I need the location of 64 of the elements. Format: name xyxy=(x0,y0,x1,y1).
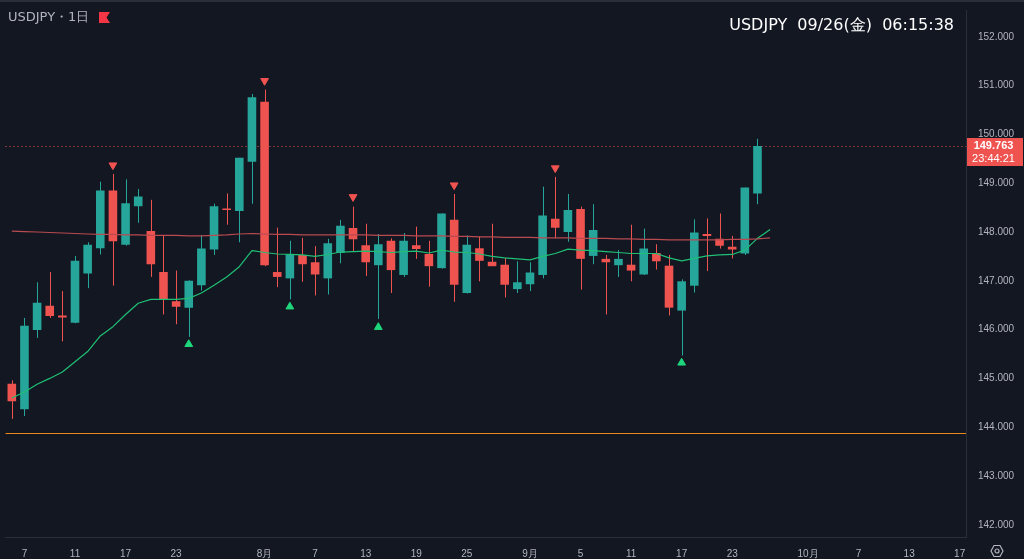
y-tick-label: 147.000 xyxy=(978,274,1015,286)
y-tick-label: 144.000 xyxy=(978,420,1015,432)
x-tick-label: 8月 xyxy=(256,547,273,559)
x-tick-label: 25 xyxy=(461,547,473,559)
candlestick xyxy=(500,257,509,298)
y-tick-label: 145.000 xyxy=(978,372,1015,384)
point xyxy=(108,162,118,171)
candlestick xyxy=(715,212,724,250)
chart-title: USDJPY・1日 xyxy=(8,8,90,26)
x-tick-label: 11 xyxy=(69,547,81,559)
candlestick xyxy=(310,245,320,296)
y-tick-label: 151.000 xyxy=(978,79,1015,91)
candlestick xyxy=(374,233,383,320)
x-tick-label: 10月 xyxy=(797,547,819,559)
point xyxy=(285,301,295,310)
candlestick xyxy=(614,249,623,278)
x-tick-label: 17 xyxy=(954,547,966,559)
candlestick xyxy=(513,260,522,294)
candlestick xyxy=(563,193,573,243)
candlestick xyxy=(171,270,181,325)
candlestick xyxy=(361,223,370,277)
candlestick xyxy=(550,176,560,239)
point xyxy=(449,182,459,191)
candlestick xyxy=(702,217,712,272)
x-tick-label: 11 xyxy=(625,547,637,559)
candlestick xyxy=(626,224,636,282)
point xyxy=(550,165,560,174)
x-tick-label: 17 xyxy=(120,547,132,559)
y-tick-label: 152.000 xyxy=(978,30,1015,42)
candlestick xyxy=(133,188,143,224)
x-tick-label: 5 xyxy=(577,547,584,559)
candlestick xyxy=(411,226,421,260)
x-tick-label: 9月 xyxy=(522,547,538,559)
x-tick-label: 7 xyxy=(312,547,319,559)
text: 23:44:21 xyxy=(972,152,1015,165)
x-tick-label: 17 xyxy=(676,547,688,559)
x-tick-label: 23 xyxy=(170,547,183,559)
candlestick xyxy=(424,240,434,288)
candlestick xyxy=(727,235,737,259)
point xyxy=(677,357,687,366)
candlestick xyxy=(475,235,484,282)
point xyxy=(184,339,194,348)
point xyxy=(260,78,269,86)
point xyxy=(348,194,358,202)
point xyxy=(373,322,383,330)
ref-line-label: 149.763 xyxy=(973,139,1014,152)
x-tick-label: 19 xyxy=(410,547,423,559)
y-tick-label: 150.000 xyxy=(978,128,1015,140)
candlestick xyxy=(285,240,295,300)
x-tick-label: 7 xyxy=(855,547,862,559)
chart-subtitle: USDJPY 09/26(金) 06:15:38 xyxy=(729,15,954,36)
candlestick xyxy=(272,227,282,288)
y-tick-label: 148.000 xyxy=(978,225,1015,237)
x-tick-label: 13 xyxy=(360,547,372,559)
candlestick xyxy=(298,237,307,283)
y-tick-label: 142.000 xyxy=(978,518,1015,530)
y-tick-label: 146.000 xyxy=(978,323,1015,335)
candlestick xyxy=(58,290,67,342)
y-tick-label: 149.000 xyxy=(978,176,1015,188)
candlestick xyxy=(45,271,55,319)
y-tick-label: 143.000 xyxy=(978,469,1015,481)
x-tick-label: 23 xyxy=(726,547,739,559)
x-tick-label: 13 xyxy=(903,547,916,559)
x-tick-label: 7 xyxy=(21,547,28,559)
